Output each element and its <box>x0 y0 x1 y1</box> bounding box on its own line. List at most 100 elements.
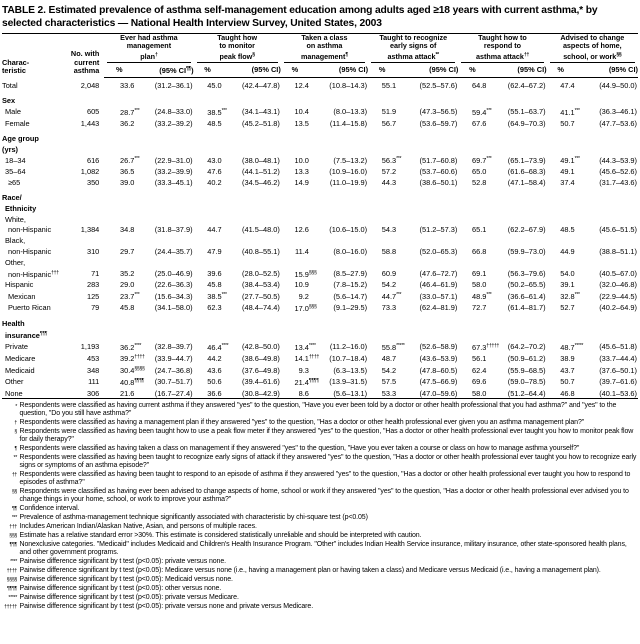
table-row: 35–64 1,082 36.5 (33.2–39.9) 47.6 (44.1–51.2)… <box>2 166 638 177</box>
row-label-text: Mexican <box>8 291 36 301</box>
ci-value: (45.6–52.6) <box>599 167 637 177</box>
percent-value <box>368 314 396 329</box>
percent-value: 62.3 <box>194 302 221 314</box>
percent-number: 73.3 <box>381 303 397 313</box>
percent-number: 45.0 <box>207 80 222 90</box>
table-title: TABLE 2. Estimated prevalence of asthma … <box>2 3 638 35</box>
ci-column-header: (95% CI) <box>486 62 547 79</box>
percent-number: 57.2 <box>381 167 397 177</box>
ci-value <box>575 188 638 203</box>
ci-value: (24.4–35.7) <box>154 246 193 256</box>
ci-value <box>309 188 368 203</box>
percent-number: 29.0 <box>119 280 135 290</box>
ci-value: (64.2–70.2) <box>507 342 546 352</box>
header-line: asthma attack†† <box>475 51 529 61</box>
ci-value: (10.7–18.4) <box>329 353 368 363</box>
percent-number: 39.6 <box>207 269 222 279</box>
percent-number: 35.2 <box>119 269 135 279</box>
ci-value: (38.6–49.8) <box>242 353 280 363</box>
percent-number: 57.5 <box>381 377 397 387</box>
n-value <box>59 257 104 268</box>
percent-value <box>547 90 575 105</box>
table-row: non-Hispanic††† 71 35.2 (25.0–46.9) 39.6 (28.… <box>2 267 638 279</box>
percent-value: 54.3 <box>368 224 396 235</box>
ci-value: (45.6–51.8) <box>599 342 637 352</box>
percent-value <box>458 214 486 225</box>
group-column-header: Taken a class on asthma management¶ <box>281 33 368 63</box>
row-label: Mexican <box>2 290 59 302</box>
table-row: Male 605 28.7*** (24.8–33.0) 38.5*** (34.1–43… <box>2 106 638 118</box>
ci-value <box>486 314 546 329</box>
row-label: Hispanic <box>2 279 59 290</box>
percent-number: 47.6 <box>207 167 222 177</box>
footnote-marker: * <box>15 403 17 410</box>
footnote-marker: §§§§ <box>6 577 18 584</box>
percent-value: 32.8*** <box>560 292 580 302</box>
ci-value <box>309 128 368 143</box>
table-row: ≥65 350 39.0 (33.3–45.1) 40.2 (34.5–46.2) 14.9… <box>2 177 638 188</box>
footnote-marker: ¶¶ <box>12 506 17 513</box>
ci-value: (33.0–57.1) <box>419 291 458 301</box>
percent-number: 37.4 <box>560 177 575 187</box>
percent-value: 14.1†††† <box>294 354 320 364</box>
row-label-text: non-Hispanic <box>8 225 52 235</box>
header-line: Charac- <box>2 57 30 67</box>
percent-value <box>281 90 309 105</box>
ci-value <box>309 214 368 225</box>
percent-value: 67.6 <box>458 117 486 128</box>
percent-value: 38.5*** <box>207 292 227 302</box>
footnote-marker: ¶¶¶¶ <box>7 586 17 593</box>
footnote-text: Respondents were classified as having ta… <box>19 444 580 452</box>
percent-number: 47.4 <box>560 80 575 90</box>
footnote: ††††† Pairwise difference significant by … <box>3 603 637 612</box>
percent-value: 48.5 <box>547 224 574 235</box>
ci-value <box>486 90 546 105</box>
percent-number: 69.7 <box>472 156 487 166</box>
percent-number: 30.4 <box>119 366 135 376</box>
percent-value: 43.7 <box>547 364 574 376</box>
row-label: Age group <box>2 128 59 143</box>
percent-value <box>104 214 134 225</box>
percent-value <box>194 314 222 329</box>
ci-value: (34.1–58.0) <box>154 303 193 313</box>
ci-value: (43.6–53.9) <box>419 353 458 363</box>
percent-number: 32.8 <box>560 292 575 302</box>
footnote-marker: §§ <box>11 489 17 496</box>
ci-value: (59.9–73.0) <box>507 246 546 256</box>
group-header-underline: Taken a class on asthma management¶ <box>283 33 366 63</box>
ci-value: (50.2–65.5) <box>507 280 546 290</box>
ci-value: (16.7–27.4) <box>154 388 193 398</box>
percent-number: 48.9 <box>472 292 487 302</box>
ci-value <box>575 314 638 329</box>
n-value <box>59 214 104 225</box>
percent-column-header: % <box>546 62 575 79</box>
percent-column-header: % <box>193 62 222 79</box>
percent-number: 43.6 <box>207 365 222 375</box>
percent-number: 34.8 <box>119 225 135 235</box>
percent-value <box>458 329 486 341</box>
table-row: None 306 21.6 (16.7–27.4) 36.6 (30.8–42.9) 8.6… <box>2 388 638 399</box>
ci-value <box>396 214 458 225</box>
ci-value <box>396 329 458 341</box>
percent-value <box>458 203 486 214</box>
table-row: (yrs) <box>2 143 638 154</box>
n-value <box>59 188 104 203</box>
ci-value: (32.0–46.8) <box>599 280 637 290</box>
percent-value: 47.9 <box>194 246 221 257</box>
ci-value <box>134 214 193 225</box>
n-value: 350 <box>86 177 100 187</box>
ci-value: (59.0–78.5) <box>507 377 546 387</box>
table-row: non-Hispanic 310 29.7 (24.4–35.7) 47.9 (40.8–… <box>2 246 638 257</box>
n-value: 111 <box>88 377 100 387</box>
percent-value: 45.8 <box>104 302 134 314</box>
table-body: Total 2,048 33.6 (31.2–36.1) 45.0 (42.4–47.8)… <box>2 78 638 399</box>
header-line: Advised to change <box>560 33 625 43</box>
ci-value: (45.2–51.8) <box>242 118 280 128</box>
ci-value: (38.4–53.4) <box>242 280 280 290</box>
ci-value <box>396 235 458 246</box>
percent-number: 59.4 <box>472 107 487 117</box>
percent-value <box>368 188 396 203</box>
n-value: 616 <box>86 155 100 165</box>
footnote-marker: **** <box>10 559 17 566</box>
table-row: non-Hispanic 1,384 34.8 (31.8–37.9) 44.7 (41.… <box>2 224 638 235</box>
